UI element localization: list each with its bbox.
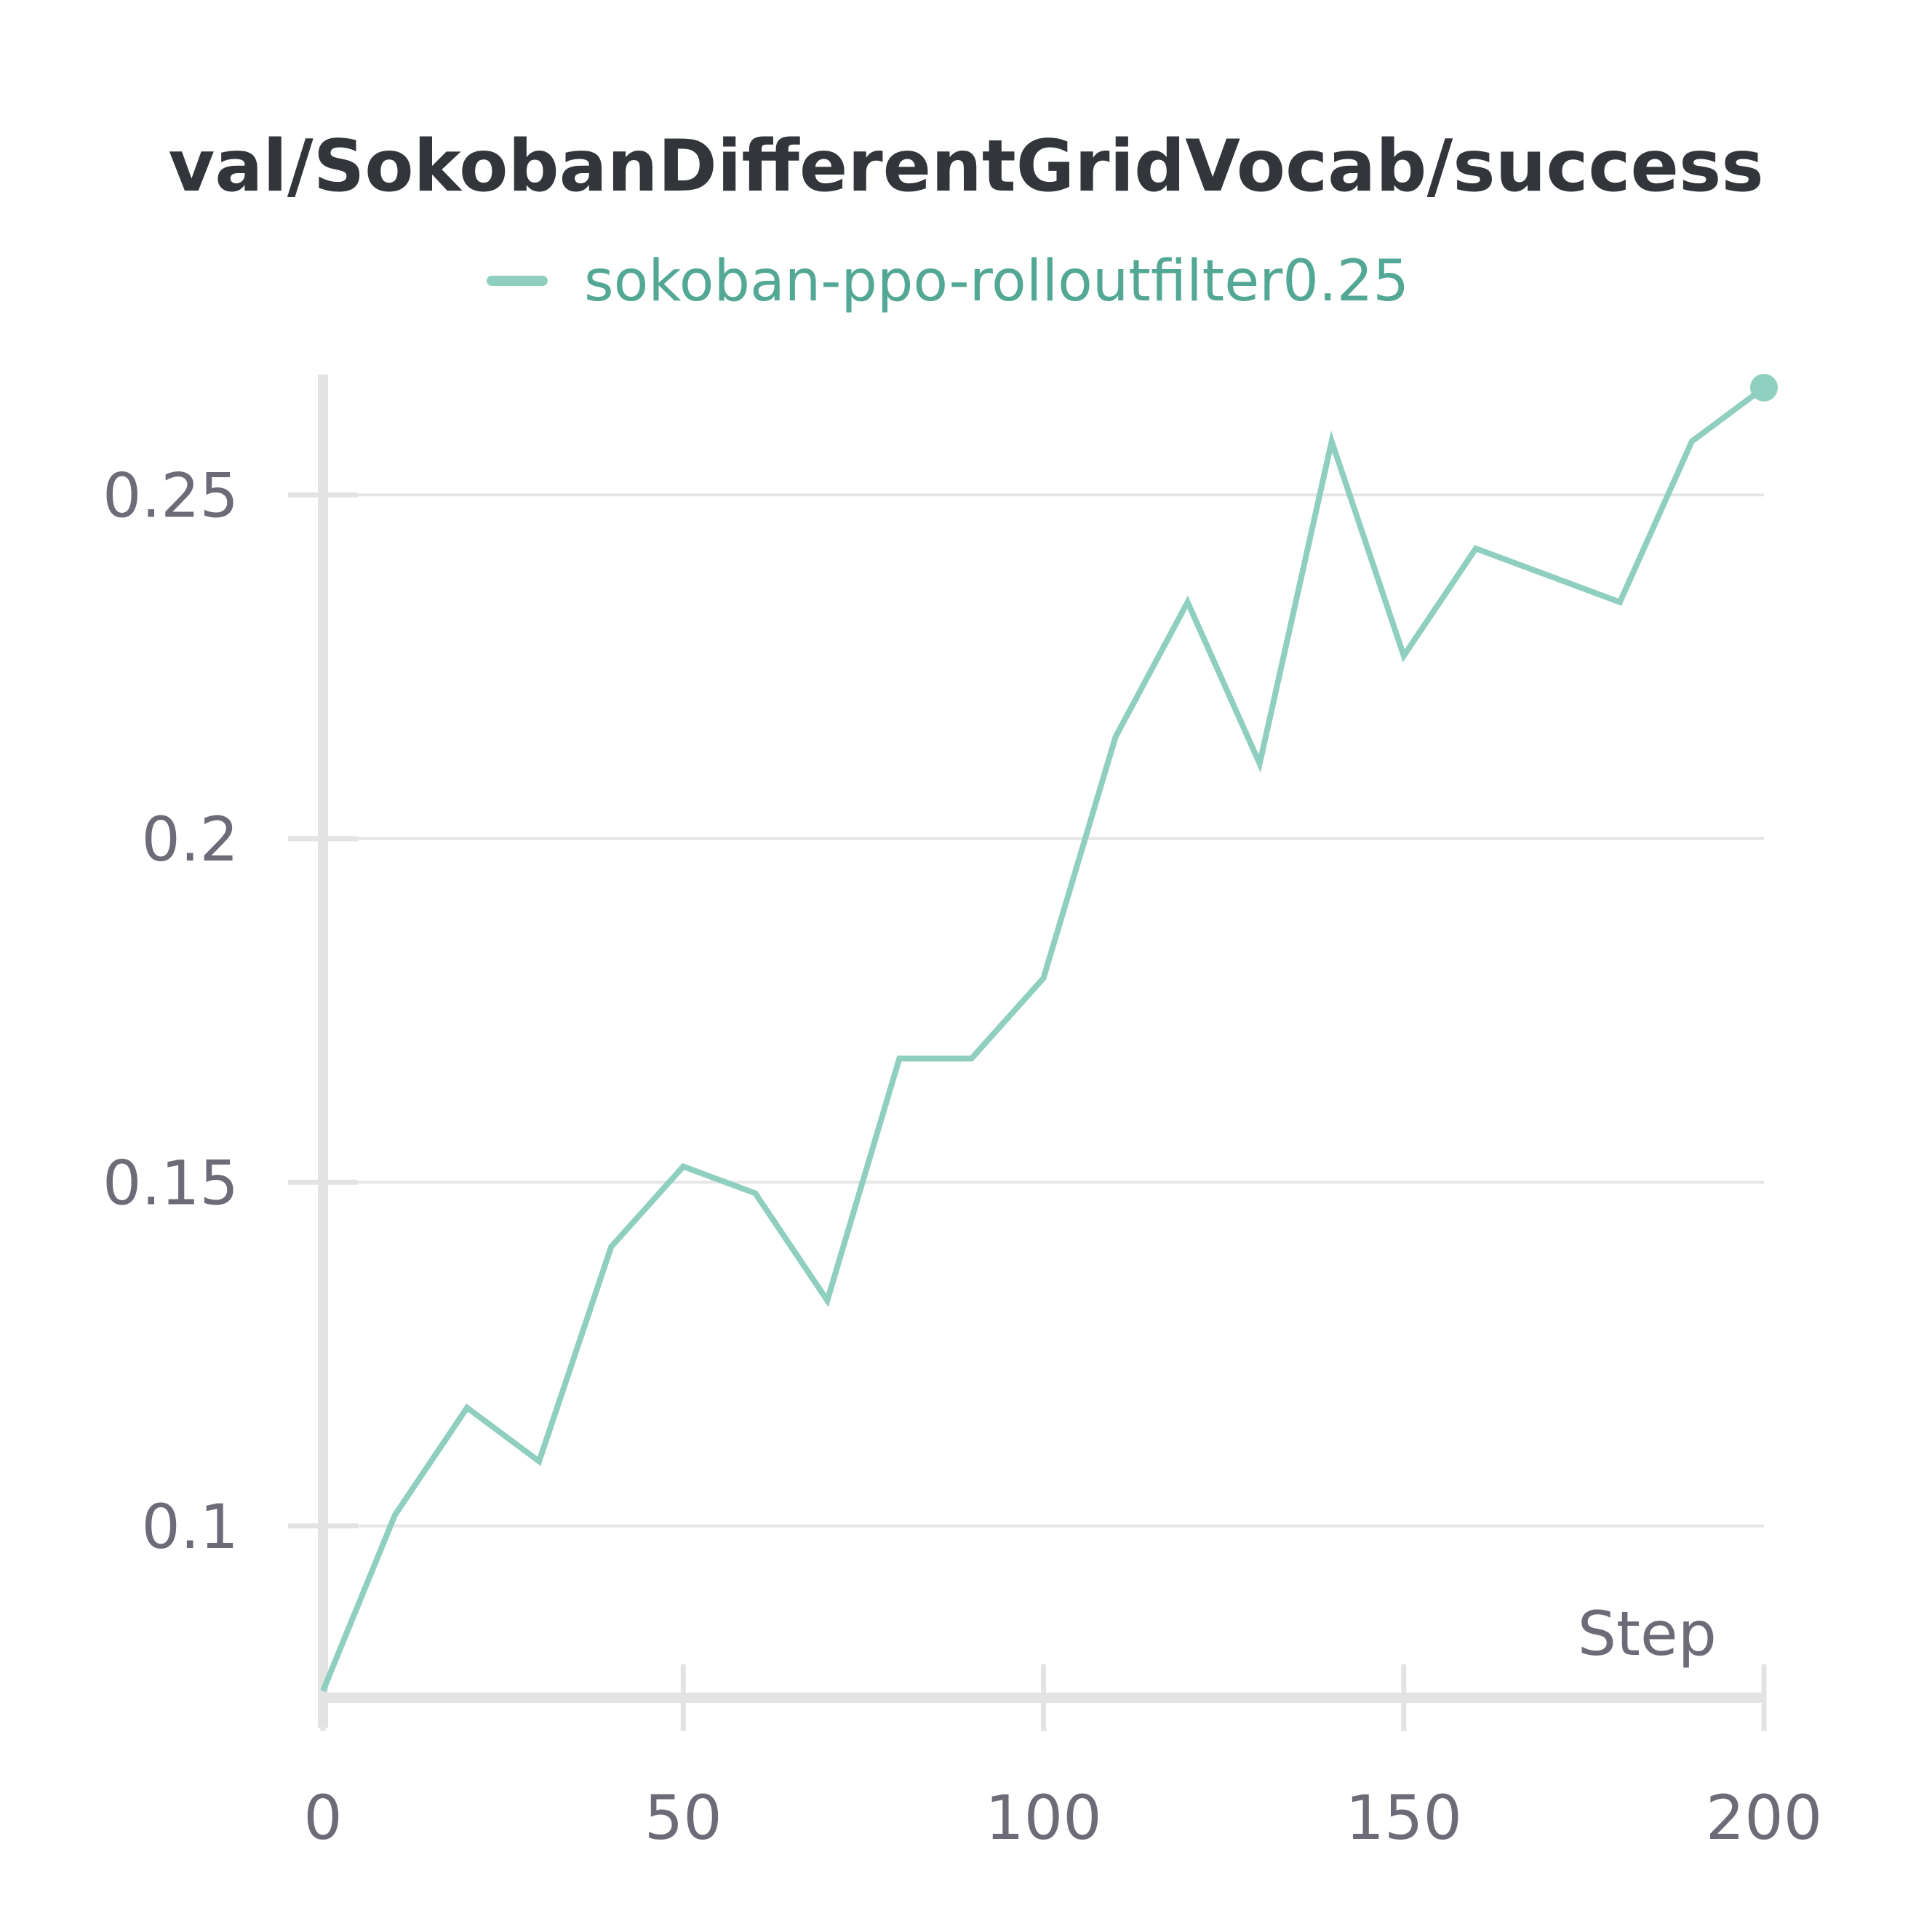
x-tick-label-2: 100 [985, 1782, 1101, 1853]
x-tick-label-0: 0 [303, 1782, 342, 1853]
tick-labels: 0.1 0.15 0.2 0.25 0 50 100 150 200 [103, 460, 1822, 1853]
x-tick-label-3: 150 [1346, 1782, 1462, 1853]
grid-lines [323, 493, 1764, 1528]
x-tick-label-1: 50 [644, 1782, 722, 1853]
y-tick-label-0: 0.1 [141, 1491, 239, 1562]
legend-label-series-0: sokoban-ppo-rolloutfilter0.25 [584, 249, 1409, 314]
legend[interactable]: sokoban-ppo-rolloutfilter0.25 [487, 249, 1409, 314]
chart-title: val/SokobanDifferentGridVocab/success [168, 125, 1763, 208]
series-line-0 [320, 385, 1766, 1693]
axes [288, 375, 1767, 1731]
series-layer [320, 373, 1778, 1693]
y-tick-label-2: 0.2 [141, 804, 239, 875]
y-tick-label-3: 0.25 [103, 460, 239, 531]
x-tick-label-4: 200 [1706, 1782, 1822, 1853]
x-axis-title: Step [1578, 1598, 1717, 1669]
y-tick-label-1: 0.15 [103, 1147, 239, 1218]
series-end-marker-0 [1750, 373, 1778, 402]
